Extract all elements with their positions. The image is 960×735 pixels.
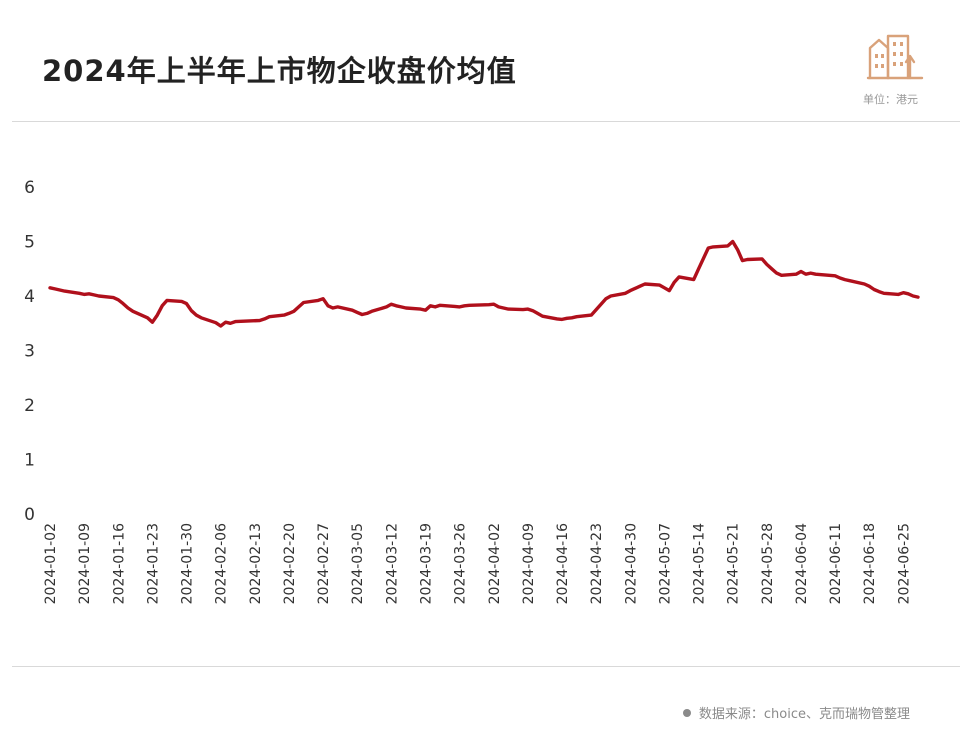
unit-label: 单位：港元 bbox=[863, 93, 918, 106]
x-tick-label: 2024-03-12 bbox=[384, 523, 400, 604]
x-tick-label: 2024-04-09 bbox=[521, 523, 537, 604]
x-tick-label: 2024-04-30 bbox=[623, 523, 639, 604]
buildings-icon bbox=[866, 34, 924, 80]
y-axis: 0 1 2 3 4 5 6 bbox=[24, 178, 35, 525]
x-tick-label: 2024-03-05 bbox=[350, 523, 366, 604]
source-text: 数据来源：choice、克而瑞物管整理 bbox=[698, 707, 910, 722]
x-tick-label: 2024-01-09 bbox=[77, 523, 93, 604]
x-tick-label: 2024-05-07 bbox=[657, 523, 673, 604]
y-tick-label: 2 bbox=[24, 396, 35, 416]
series-layer bbox=[48, 239, 920, 328]
x-tick-label: 2024-05-21 bbox=[726, 523, 742, 604]
header-divider bbox=[12, 121, 960, 122]
y-tick-label: 5 bbox=[24, 233, 35, 253]
x-tick-label: 2024-05-28 bbox=[760, 523, 776, 604]
x-tick-label: 2024-06-04 bbox=[794, 523, 810, 604]
x-tick-label: 2024-01-30 bbox=[180, 523, 196, 604]
x-tick-label: 2024-01-16 bbox=[111, 523, 127, 604]
x-tick-label: 2024-04-02 bbox=[487, 523, 503, 604]
x-tick-label: 2024-01-23 bbox=[145, 523, 161, 604]
page-title: 2024年上半年上市物企收盘价均值 bbox=[42, 54, 517, 88]
y-tick-label: 4 bbox=[24, 287, 35, 307]
x-tick-label: 2024-04-23 bbox=[589, 523, 605, 604]
y-tick-label: 1 bbox=[24, 451, 35, 471]
x-tick-label: 2024-02-27 bbox=[316, 523, 332, 604]
x-axis: 2024-01-02 2024-01-09 2024-01-16 2024-01-23… bbox=[43, 523, 912, 604]
x-tick-label: 2024-03-26 bbox=[453, 523, 469, 604]
x-tick-label: 2024-04-16 bbox=[555, 523, 571, 604]
footer-divider bbox=[12, 666, 960, 667]
x-tick-label: 2024-02-13 bbox=[248, 523, 264, 604]
x-tick-label: 2024-01-02 bbox=[43, 523, 59, 604]
x-tick-label: 2024-02-20 bbox=[282, 523, 298, 604]
source-note: 数据来源：choice、克而瑞物管整理 bbox=[682, 703, 910, 722]
y-tick-label: 6 bbox=[24, 178, 35, 198]
x-tick-label: 2024-06-11 bbox=[828, 523, 844, 604]
x-tick-label: 2024-02-06 bbox=[214, 523, 230, 604]
x-tick-label: 2024-03-19 bbox=[418, 523, 434, 604]
x-tick-label: 2024-05-14 bbox=[692, 523, 708, 604]
x-tick-label: 2024-06-25 bbox=[896, 523, 912, 604]
x-tick-label: 2024-06-18 bbox=[862, 523, 878, 604]
y-tick-label: 3 bbox=[24, 342, 35, 362]
bullet-dot bbox=[682, 708, 691, 717]
series-line bbox=[48, 239, 920, 328]
y-tick-label: 0 bbox=[24, 505, 35, 525]
